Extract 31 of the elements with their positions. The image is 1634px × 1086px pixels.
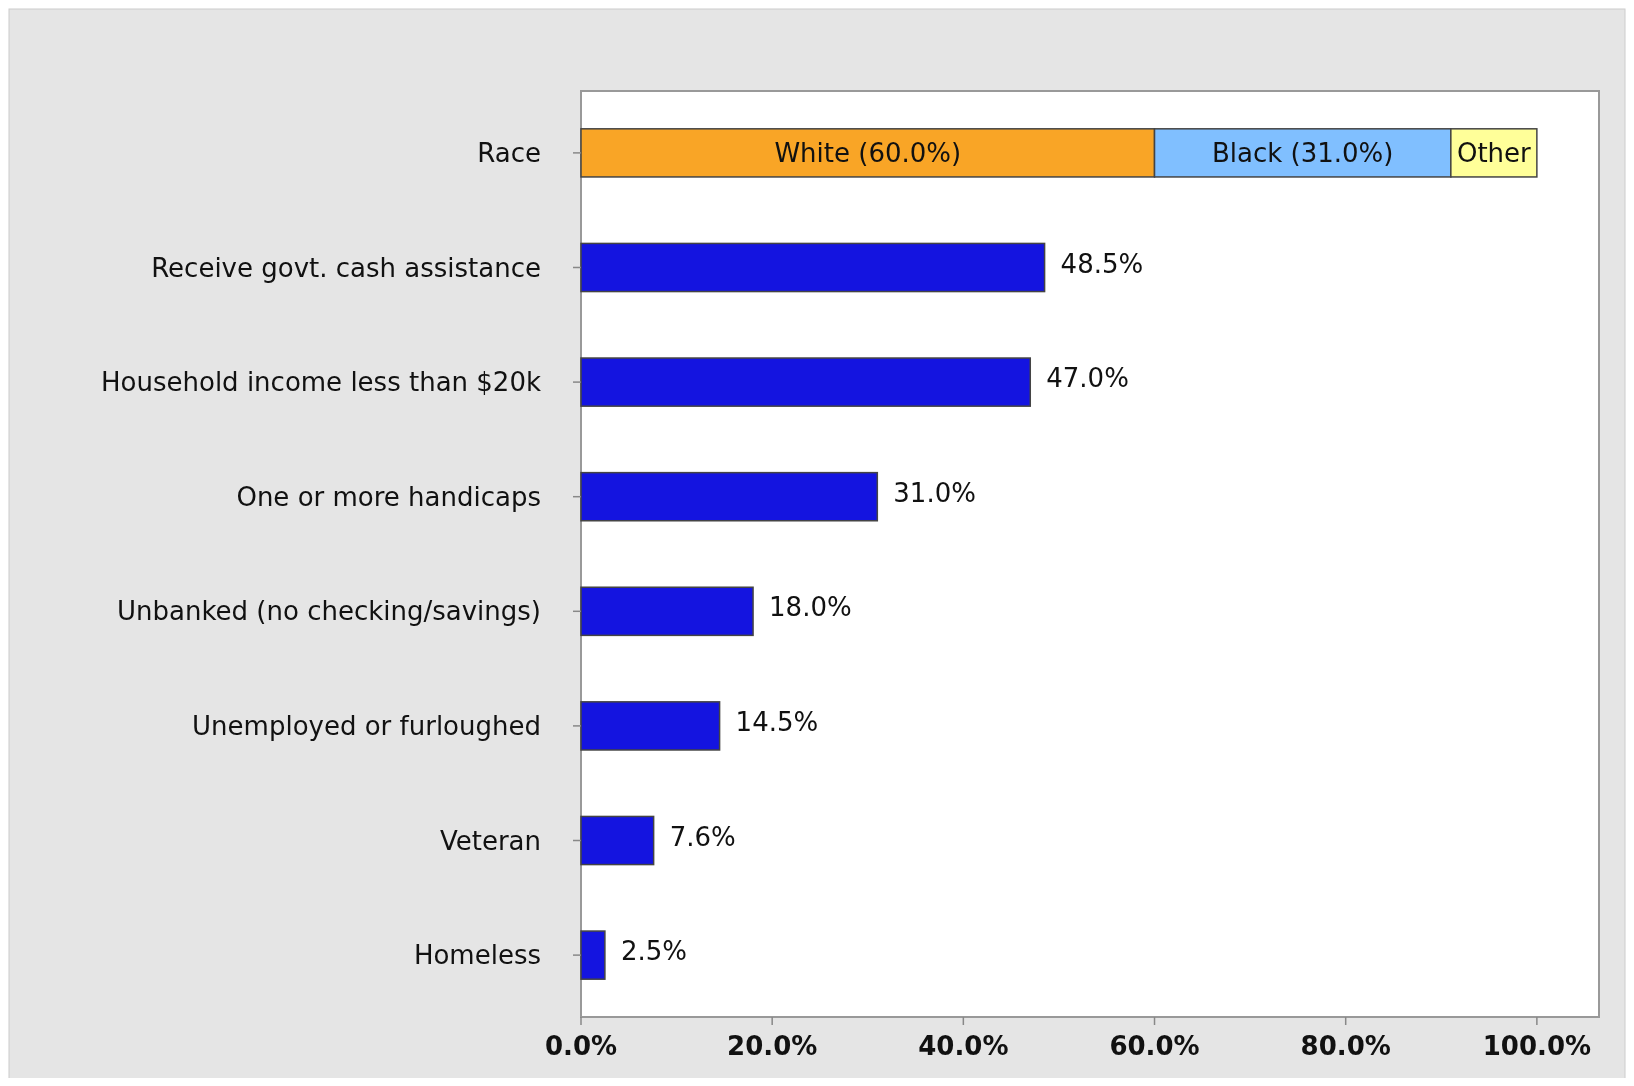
data-label: White (60.0%) — [774, 137, 962, 168]
data-label: 7.6% — [669, 821, 736, 852]
y-tick-label: Unbanked (no checking/savings) — [117, 596, 541, 627]
bar — [580, 701, 721, 751]
y-tick-label: Veteran — [439, 825, 541, 856]
data-label: 47.0% — [1046, 363, 1129, 394]
bar — [580, 586, 754, 637]
x-tick-label: 80.0% — [1300, 1031, 1391, 1061]
data-label: 2.5% — [620, 936, 687, 967]
data-label: Black (31.0%) — [1211, 137, 1394, 168]
bar — [580, 815, 655, 866]
x-tick-label: 20.0% — [727, 1031, 818, 1061]
y-tick-label: Household income less than $20k — [101, 367, 541, 398]
x-tick-label: 0.0% — [544, 1031, 618, 1061]
data-label: Other — [1456, 137, 1532, 168]
x-tick-label: 60.0% — [1109, 1031, 1200, 1061]
data-label: 14.5% — [735, 707, 819, 738]
y-tick-label: Unemployed or furloughed — [192, 711, 541, 742]
y-tick-label: Homeless — [413, 940, 541, 971]
data-label: 48.5% — [1060, 248, 1144, 279]
y-tick-label: Race — [477, 137, 541, 168]
data-label: 31.0% — [893, 477, 976, 508]
bar — [580, 930, 606, 980]
bar — [580, 242, 1046, 293]
y-tick-label: One or more handicaps — [236, 481, 541, 512]
bar — [580, 471, 879, 522]
x-tick-label: 40.0% — [918, 1031, 1009, 1061]
bar — [580, 357, 1032, 407]
data-label: 18.0% — [769, 592, 852, 623]
y-tick-label: Receive govt. cash assistance — [151, 252, 541, 283]
x-tick-label: 100.0% — [1482, 1031, 1592, 1061]
